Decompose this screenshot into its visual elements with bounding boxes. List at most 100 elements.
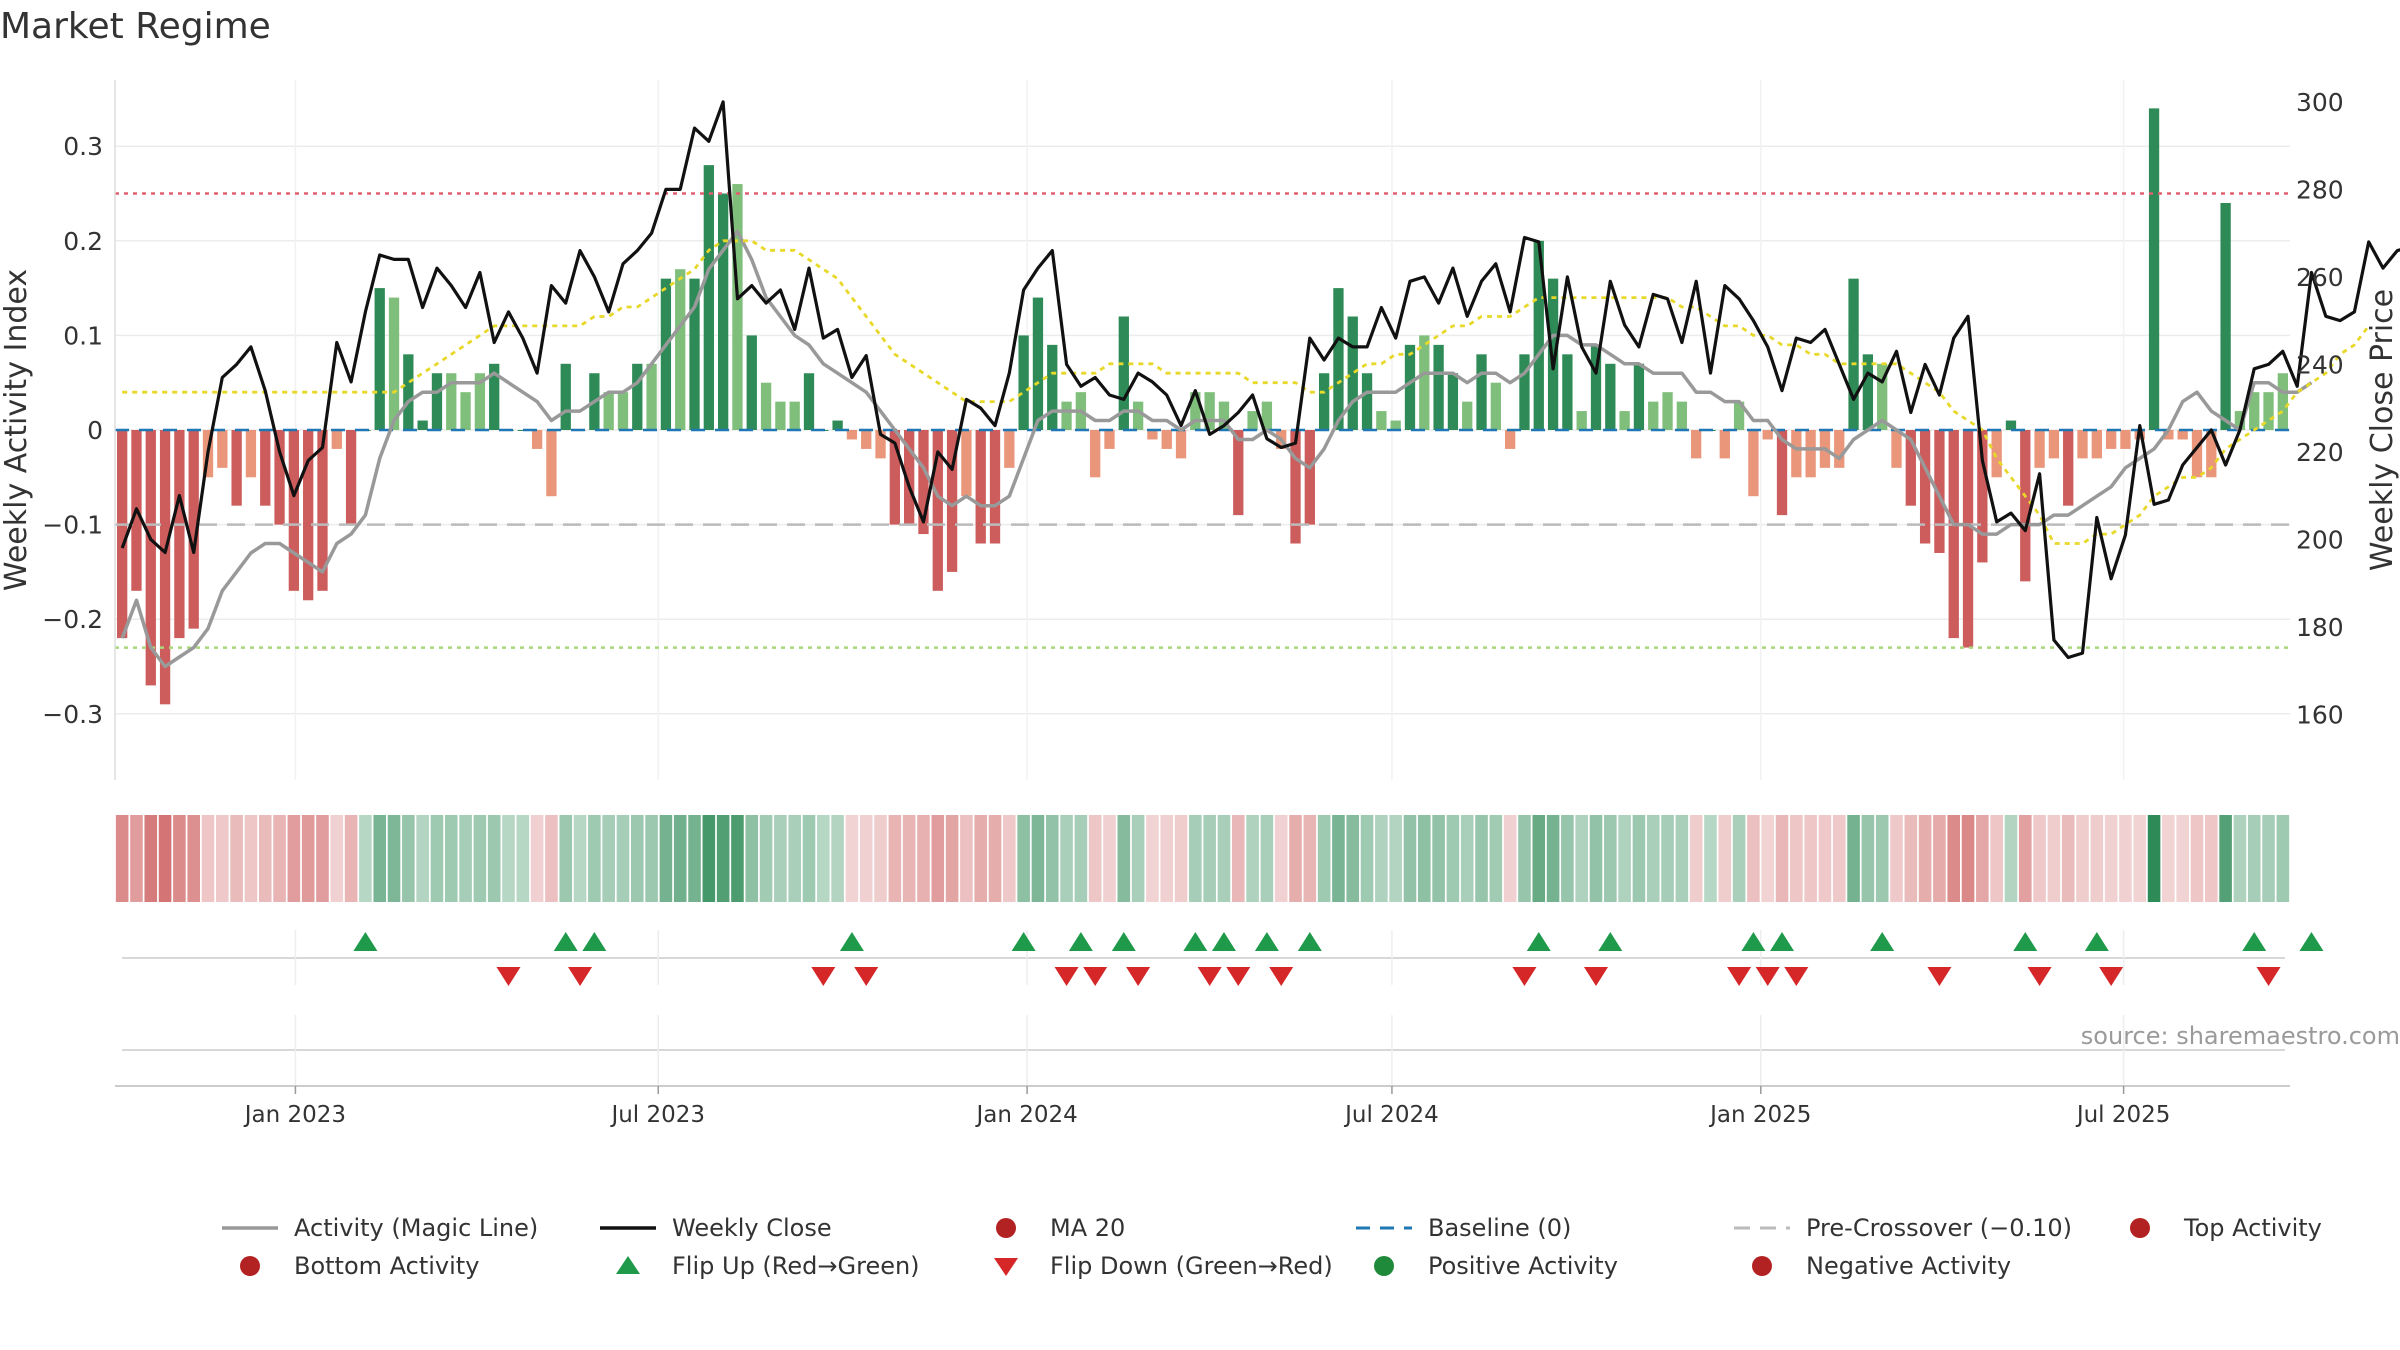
legend-label: Baseline (0) [1428, 1214, 1572, 1242]
regime-cell [1503, 815, 1517, 902]
regime-cell [1890, 815, 1903, 902]
flip-up-marker [839, 932, 864, 951]
activity-bar [117, 430, 128, 639]
regime-cell [874, 815, 887, 902]
legend-label: Pre-Crossover (−0.10) [1806, 1214, 2073, 1242]
legend-item-precross: Pre-Crossover (−0.10) [1732, 1210, 2072, 1246]
regime-cell [788, 815, 801, 902]
activity-bar [1261, 401, 1273, 430]
activity-bar [660, 278, 672, 430]
regime-cell [115, 815, 129, 902]
y-tick-label: 0.1 [63, 321, 103, 350]
activity-bar [803, 373, 815, 430]
regime-cell [1976, 815, 1989, 902]
regime-cell [1360, 815, 1374, 902]
activity-bar [2105, 430, 2117, 449]
regime-cell [1260, 815, 1274, 902]
regime-cell [545, 815, 558, 902]
activity-bar [1719, 430, 1730, 459]
activity-bar [1175, 430, 1187, 459]
activity-bar [217, 430, 228, 468]
regime-cell [2219, 815, 2232, 902]
regime-cell [1561, 815, 1574, 902]
activity-bar [1490, 382, 1501, 430]
activity-bar [717, 193, 729, 430]
activity-bar [1733, 401, 1745, 430]
legend-label: MA 20 [1050, 1214, 1126, 1242]
activity-bar [832, 420, 843, 430]
regime-cell [1332, 815, 1345, 902]
regime-cell [258, 815, 272, 902]
regime-cell [1732, 815, 1746, 902]
regime-cell [1947, 815, 1961, 902]
activity-bar [2249, 392, 2260, 430]
activity-bar [2020, 430, 2031, 582]
flip-up-marker [1211, 932, 1236, 951]
regime-cell [1933, 815, 1946, 902]
flip-down-marker [1784, 967, 1809, 986]
regime-cell [1146, 815, 1159, 902]
regime-cell [130, 815, 143, 902]
regime-cell [845, 815, 859, 902]
activity-bar [703, 165, 714, 430]
activity-bar [1891, 430, 1902, 468]
regime-cell [1818, 815, 1832, 902]
activity-bar [689, 278, 700, 430]
activity-bar [1433, 344, 1444, 430]
legend-item-baseline: Baseline (0) [1354, 1210, 1571, 1246]
activity-bar [775, 401, 786, 430]
activity-bar [646, 363, 657, 430]
activity-bar [1190, 392, 1201, 430]
activity-bar [288, 430, 300, 591]
activity-bar [1934, 430, 1945, 553]
legend-label: Positive Activity [1428, 1252, 1618, 1280]
activity-bar [1905, 430, 1916, 506]
legend-swatch [240, 1256, 260, 1276]
flip-up-marker [1297, 932, 1322, 951]
regime-cell [1646, 815, 1660, 902]
legend-label: Activity (Magic Line) [294, 1214, 539, 1242]
flip-down-marker [496, 967, 521, 986]
flip-down-marker [2099, 967, 2124, 986]
regime-cell [1475, 815, 1488, 902]
x-tick-label: Jan 2025 [1708, 1102, 1811, 1128]
activity-bar [489, 363, 500, 430]
x-tick-label: Jul 2025 [2075, 1102, 2171, 1128]
legend: Activity (Magic Line) Weekly Close MA 20 Ba… [220, 1210, 2400, 1300]
magic-line [120, 229, 2313, 669]
activity-bar [1848, 278, 1859, 430]
regime-cell [502, 815, 515, 902]
regime-cell [1489, 815, 1503, 902]
activity-bar [875, 430, 886, 459]
activity-bar [1032, 297, 1044, 430]
activity-bar [846, 430, 858, 440]
activity-bar [975, 430, 986, 544]
regime-cell [1761, 815, 1775, 902]
flip-down-marker [1197, 967, 1222, 986]
regime-cell [1389, 815, 1402, 902]
activity-bar [961, 430, 972, 497]
activity-bars [117, 108, 2288, 705]
activity-bar [2277, 373, 2288, 430]
regime-cell [1832, 815, 1846, 902]
regime-cell [745, 815, 759, 902]
legend-item-neg: Negative Activity [1732, 1248, 2011, 1284]
activity-bar [1104, 430, 1115, 449]
activity-bar [1404, 344, 1416, 430]
regime-cell [2205, 815, 2218, 902]
activity-bar [1662, 392, 1673, 430]
y-tick-label: 0.3 [63, 132, 103, 161]
flip-up-marker [582, 932, 607, 951]
activity-bar [2148, 108, 2160, 430]
regime-cell [1403, 815, 1417, 902]
regime-cell [802, 815, 816, 902]
regime-cell [1432, 815, 1445, 902]
activity-bar [1834, 430, 1845, 468]
activity-bar [1161, 430, 1172, 449]
activity-bar [1919, 430, 1931, 544]
legend-item-flip_up: Flip Up (Red→Green) [598, 1248, 920, 1284]
activity-bar [1691, 430, 1702, 459]
regime-cell [616, 815, 630, 902]
legend-swatch [994, 1258, 1018, 1276]
activity-bar [1476, 354, 1487, 430]
